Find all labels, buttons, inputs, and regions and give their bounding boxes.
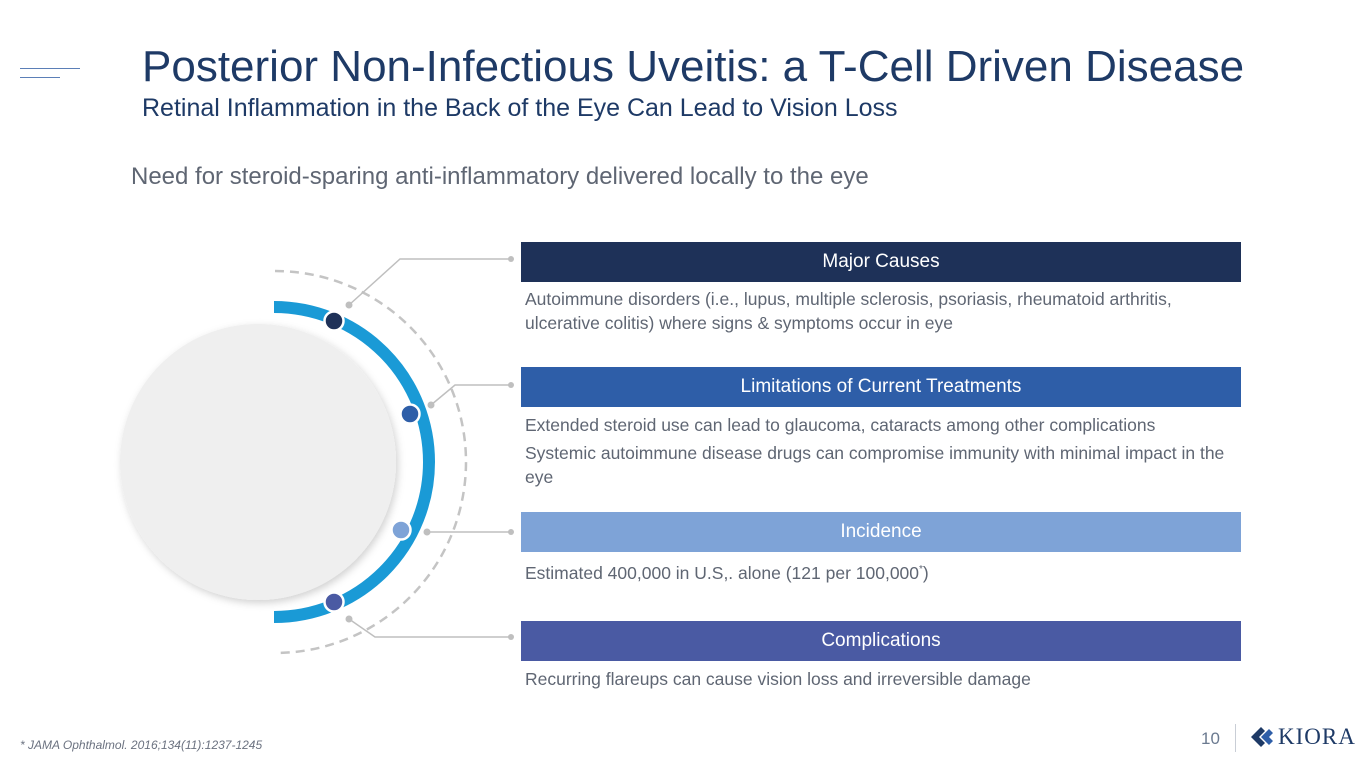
- arc-dot-1: [323, 310, 345, 332]
- slide-title: Posterior Non-Infectious Uveitis: a T-Ce…: [142, 42, 1245, 91]
- slide-subtitle: Retinal Inflammation in the Back of the …: [142, 94, 898, 122]
- blue-arc: [273, 301, 435, 623]
- section-header: Incidence: [521, 512, 1241, 552]
- arc-dot-4: [323, 591, 345, 613]
- connector-line-4: [348, 618, 511, 638]
- logo-text: KIORA: [1278, 724, 1356, 749]
- footer-divider: [1235, 724, 1236, 752]
- section-text: Recurring flareups can cause vision loss…: [525, 669, 1031, 689]
- section-header: Major Causes: [521, 242, 1241, 282]
- section-header: Limitations of Current Treatments: [521, 367, 1241, 407]
- section-text: Extended steroid use can lead to glaucom…: [525, 415, 1156, 435]
- section-incidence: Incidence Estimated 400,000 in U.S,. alo…: [521, 512, 1241, 589]
- connector-line-1: [348, 258, 511, 306]
- arc-dot-2: [399, 403, 421, 425]
- kiora-logo: KIORA: [1249, 724, 1356, 750]
- section-text: Autoimmune disorders (i.e., lupus, multi…: [525, 289, 1172, 333]
- section-text: Estimated 400,000 in U.S,. alone (121 pe…: [525, 562, 929, 583]
- section-header: Complications: [521, 621, 1241, 661]
- page-number: 10: [1201, 729, 1220, 748]
- kiora-logo-mark-icon: [1251, 727, 1273, 747]
- section-text: Systemic autoimmune disease drugs can co…: [525, 443, 1225, 487]
- decorative-lines: [20, 68, 80, 86]
- lead-statement: Need for steroid-sparing anti-inflammato…: [131, 163, 869, 190]
- section-major-causes: Major Causes Autoimmune disorders (i.e.,…: [521, 242, 1241, 339]
- connector-line-2: [430, 384, 511, 406]
- arc-dot-3: [390, 519, 412, 541]
- section-complications: Complications Recurring flareups can cau…: [521, 621, 1241, 695]
- outer-dashed-arc: [274, 269, 468, 655]
- section-limitations: Limitations of Current Treatments Extend…: [521, 367, 1241, 493]
- footnote: * JAMA Ophthalmol. 2016;134(11):1237-124…: [20, 738, 263, 752]
- eye-circle: [120, 324, 396, 600]
